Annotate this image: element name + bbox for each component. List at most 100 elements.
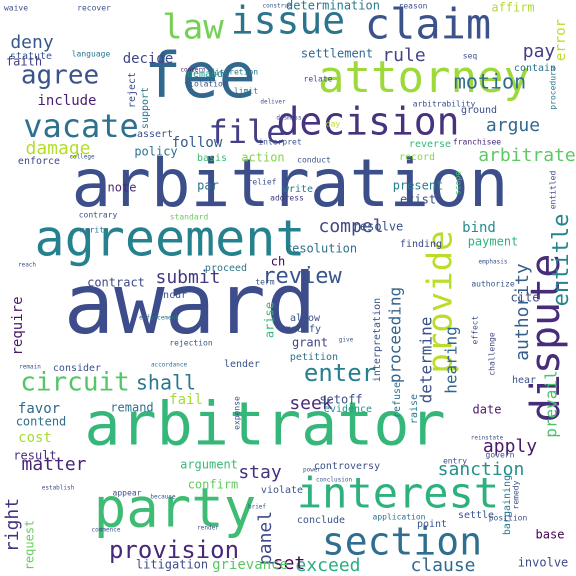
word-sanction: sanction bbox=[438, 459, 525, 480]
word-dispute: dispute bbox=[523, 254, 569, 423]
word-entitle: entitle bbox=[549, 214, 574, 307]
word-settle: settle bbox=[458, 510, 494, 521]
word-provision: provision bbox=[109, 536, 239, 564]
word-apply: apply bbox=[483, 436, 537, 457]
word-entry: entry bbox=[443, 457, 467, 466]
word-address: address bbox=[270, 194, 304, 203]
word-procedure: procedure bbox=[549, 66, 558, 110]
word-proceed: proceed bbox=[205, 263, 247, 274]
word-interest: interest bbox=[297, 469, 499, 518]
word-circuit: circuit bbox=[20, 368, 130, 398]
word-present: present bbox=[393, 179, 444, 193]
word-enter: enter bbox=[304, 359, 376, 387]
word-contrary: contrary bbox=[79, 211, 118, 220]
word-pay: pay bbox=[523, 41, 556, 62]
word-compel: compel bbox=[318, 216, 383, 237]
word-award: award bbox=[64, 255, 317, 353]
word-expense: expense bbox=[233, 396, 242, 430]
word-payment: payment bbox=[468, 235, 519, 249]
word-statute: statute bbox=[10, 51, 52, 62]
word-because: because bbox=[150, 494, 176, 501]
word-decision: decision bbox=[276, 100, 459, 144]
word-govern: govern bbox=[486, 451, 515, 460]
word-base: base bbox=[536, 528, 565, 542]
word-party: party bbox=[94, 477, 257, 540]
word-seq: seq bbox=[463, 52, 478, 61]
word-term: term bbox=[255, 278, 274, 287]
word-consider: consider bbox=[53, 363, 101, 374]
word-standard: standard bbox=[170, 213, 209, 222]
word-grant: grant bbox=[292, 336, 328, 350]
word-violation: violation bbox=[184, 80, 228, 89]
word-petition: petition bbox=[290, 352, 338, 363]
word-finding: finding bbox=[400, 239, 442, 250]
word-rejection: rejection bbox=[169, 339, 213, 348]
word-determination: determination bbox=[286, 0, 380, 13]
word-appear: appear bbox=[113, 489, 142, 498]
word-entitled: entitled bbox=[549, 171, 558, 210]
word-contract: contract bbox=[87, 276, 145, 290]
word-language: language bbox=[72, 50, 111, 59]
word-confirm: confirm bbox=[188, 478, 239, 492]
word-challenge: challenge bbox=[488, 332, 497, 376]
word-ch: ch bbox=[271, 255, 285, 269]
word-bind: bind bbox=[462, 220, 496, 236]
word-basis: basis bbox=[197, 153, 227, 164]
word-conclusion: conclusion bbox=[316, 477, 353, 484]
word-motion: motion bbox=[454, 70, 526, 94]
word-issue: issue bbox=[231, 0, 345, 43]
word-remand: remand bbox=[110, 401, 153, 415]
word-enforce: enforce bbox=[18, 156, 60, 167]
word-remain: remain bbox=[19, 364, 41, 371]
word-cite: cite bbox=[511, 291, 540, 305]
word-franchisee: franchisee bbox=[453, 138, 501, 147]
word-reverse: reverse bbox=[409, 139, 451, 150]
word-law: law bbox=[162, 8, 224, 48]
word-reinstate: reinstate bbox=[471, 435, 504, 442]
word-require: require bbox=[10, 296, 26, 355]
word-result: result bbox=[13, 449, 56, 463]
word-claim: claim bbox=[365, 0, 491, 49]
word-accordance: accordance bbox=[151, 362, 188, 369]
word-arbitrability: arbitrability bbox=[413, 100, 476, 109]
word-contend: contend bbox=[16, 415, 67, 429]
word-clause: clause bbox=[410, 555, 475, 576]
word-arise: arise bbox=[263, 302, 277, 338]
word-deliver: deliver bbox=[260, 99, 286, 106]
word-relate: relate bbox=[304, 75, 333, 84]
word-review: review bbox=[262, 264, 342, 289]
word-college: college bbox=[69, 154, 95, 161]
word-vacate: vacate bbox=[23, 107, 139, 145]
word-evidence: evidence bbox=[324, 404, 372, 415]
word-seek: seek bbox=[289, 393, 333, 414]
word-contain: contain bbox=[514, 63, 556, 74]
word-date: date bbox=[473, 403, 502, 417]
word-support: support bbox=[140, 87, 151, 129]
word-incur: incur bbox=[157, 290, 187, 301]
word-modify: modify bbox=[285, 324, 321, 335]
word-stay: stay bbox=[238, 462, 282, 483]
word-interpretation: interpretation bbox=[372, 298, 383, 382]
word-allow: allow bbox=[290, 313, 321, 324]
word-construe: construe bbox=[263, 3, 292, 10]
word-reject: reject bbox=[127, 72, 138, 108]
word-file: file bbox=[208, 113, 285, 151]
word-refuse: refuse bbox=[392, 382, 403, 418]
word-prevail: prevail bbox=[542, 370, 561, 437]
word-relief: relief bbox=[248, 178, 277, 187]
word-request: request bbox=[23, 520, 37, 571]
word-arbitration: arbitration bbox=[71, 145, 508, 222]
word-discretion: discretion bbox=[210, 68, 258, 77]
word-controversy: controversy bbox=[314, 461, 380, 472]
word-reason: reason bbox=[399, 2, 428, 11]
word-emphasis: emphasis bbox=[479, 259, 508, 266]
word-agreement: agreement bbox=[35, 210, 306, 268]
word-involve: involve bbox=[518, 556, 569, 570]
word-agree: agree bbox=[21, 61, 99, 91]
word-ground: ground bbox=[461, 105, 497, 116]
word-policy: policy bbox=[134, 145, 177, 159]
word-fee: fee bbox=[144, 39, 256, 112]
word-establish: establish bbox=[42, 485, 75, 492]
